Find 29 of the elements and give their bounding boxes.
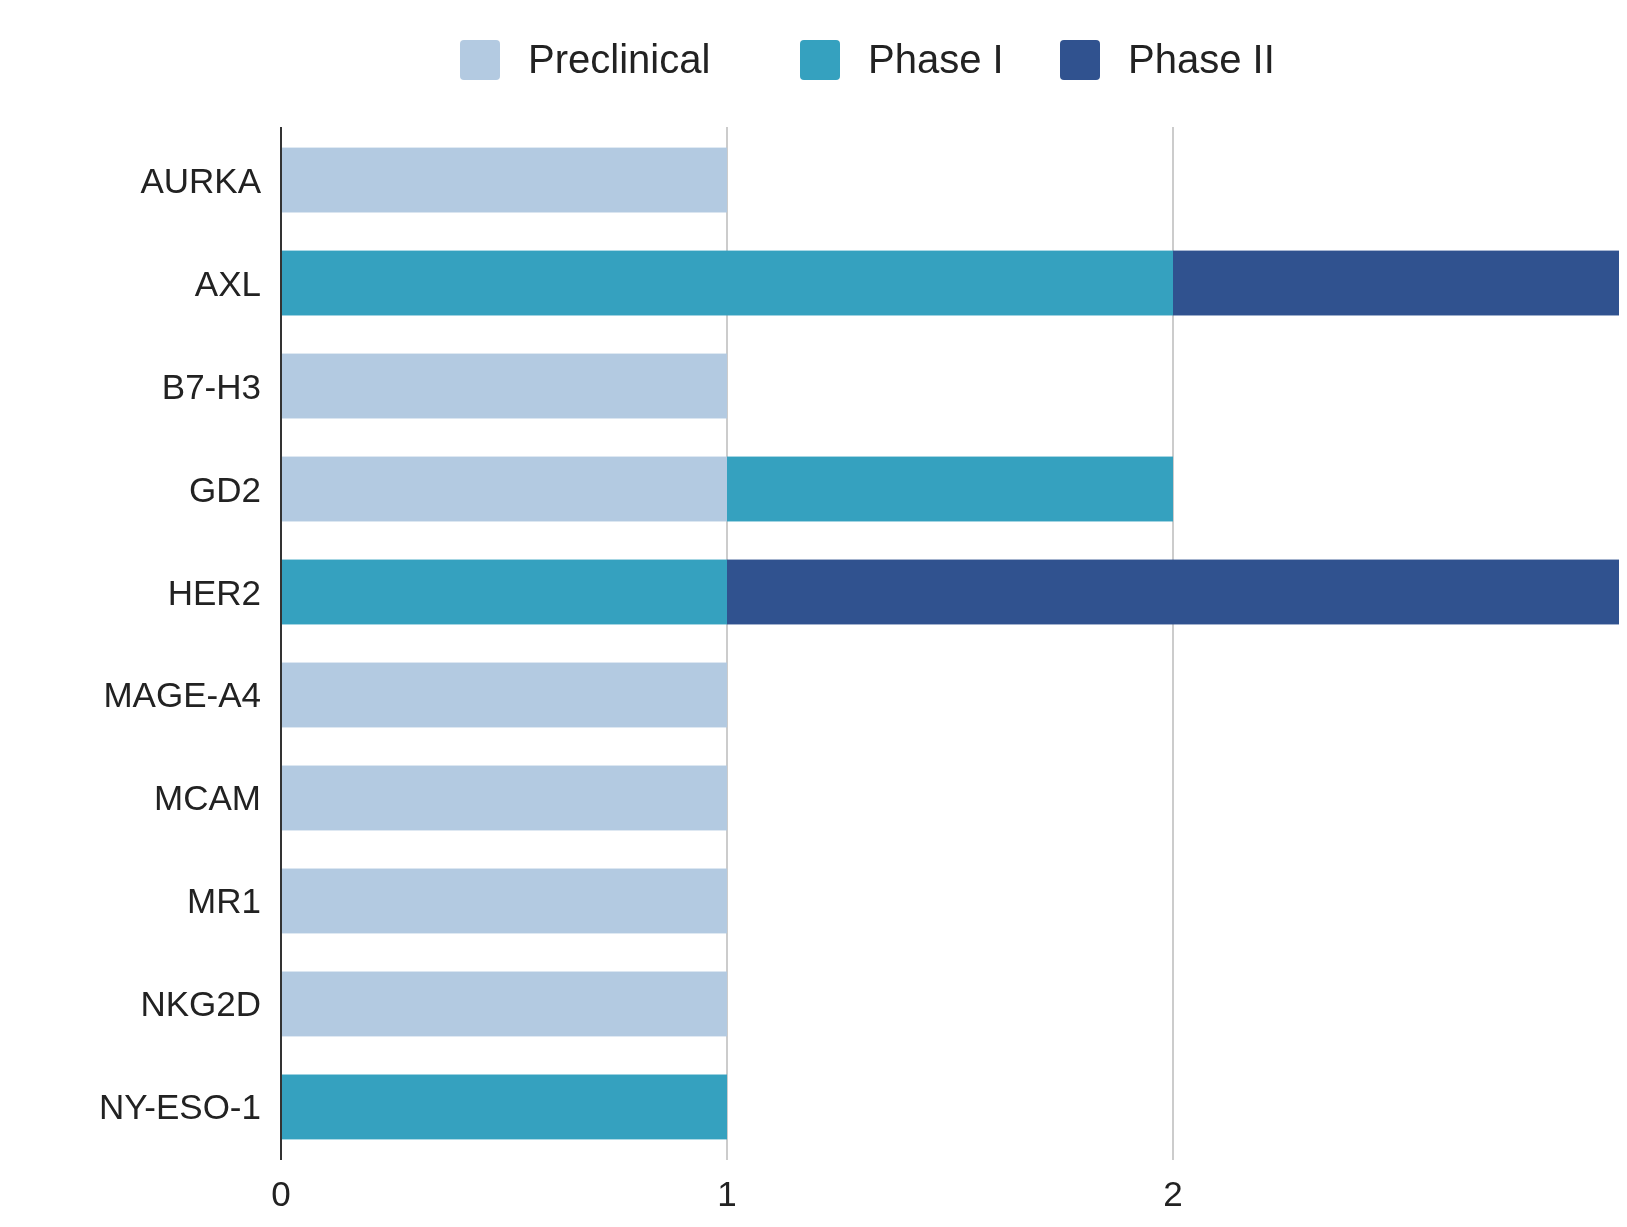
y-tick-label: NKG2D [140,984,261,1024]
bar [281,147,727,213]
y-tick-label: MR1 [187,881,261,921]
legend-label: Phase II [1128,37,1275,81]
y-tick-label: GD2 [189,469,261,509]
y-tick-label: MCAM [154,778,261,818]
bar [281,971,727,1037]
bar [281,250,1173,316]
legend-label: Preclinical [528,37,711,81]
y-tick-label: AXL [194,263,261,303]
x-tick-label: 2 [1163,1174,1183,1213]
bar [281,1074,727,1140]
bar [1173,250,1619,316]
y-tick-label: MAGE-A4 [103,675,261,715]
bar [281,765,727,831]
x-tick-label: 1 [717,1174,737,1213]
bar [281,662,727,728]
bar [727,456,1173,522]
y-tick-label: B7-H3 [161,366,261,406]
x-tick-label: 0 [271,1174,291,1213]
bar [281,868,727,934]
bar [281,353,727,419]
bar [281,456,727,522]
bar [281,559,727,625]
bar [727,559,1619,625]
y-tick-label: NY-ESO-1 [98,1087,261,1127]
legend-label: Phase I [868,37,1004,81]
y-tick-label: HER2 [167,572,261,612]
y-tick-label: AURKA [140,160,262,200]
